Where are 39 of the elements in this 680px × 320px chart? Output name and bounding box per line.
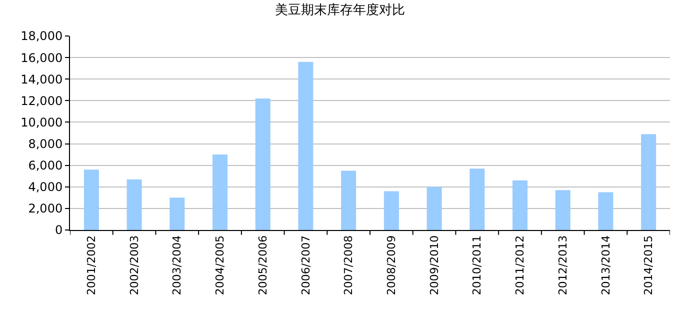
y-tick-label: 8,000 [28,136,63,151]
bar [641,134,656,230]
y-tick-label: 10,000 [20,115,63,130]
bar [341,170,356,230]
x-tick-label: 2003/2004 [170,235,184,296]
y-tick-label: 16,000 [20,50,63,65]
x-tick-label: 2005/2006 [256,235,270,296]
y-tick-label: 2,000 [28,202,63,216]
x-tick-label: 2002/2003 [128,235,141,296]
x-tick-label: 2004/2005 [214,235,227,296]
x-tick-label: 2014/2015 [642,235,656,296]
bar [598,192,614,230]
bar [212,154,228,230]
x-tick-label: 2013/2014 [599,235,612,296]
bar [170,198,185,230]
bar [298,62,314,230]
x-tick-label: 2008/2009 [385,235,398,296]
bar [512,180,528,230]
bar [255,98,270,230]
x-tick-label: 2007/2008 [342,235,356,296]
y-tick-label: 6,000 [28,158,63,173]
y-tick-label: 12,000 [20,94,63,108]
y-tick-label: 0 [54,223,63,238]
x-tick-label: 2011/2012 [514,235,527,296]
y-tick-label: 18,000 [20,29,63,44]
bar [384,191,399,230]
bar [470,168,485,230]
y-tick-label: 4,000 [28,180,63,194]
bar [555,190,570,230]
y-tick-label: 14,000 [20,72,63,86]
chart-title: 美豆期末库存年度对比 [275,2,405,18]
bar [426,186,442,230]
x-tick-label: 2001/2002 [85,235,98,296]
x-tick-label: 2012/2013 [556,235,570,296]
x-tick-label: 2006/2007 [299,235,312,296]
x-tick-label: 2009/2010 [428,235,441,296]
bar [84,170,99,230]
x-tick-label: 2010/2011 [470,235,484,296]
bar [126,179,142,230]
